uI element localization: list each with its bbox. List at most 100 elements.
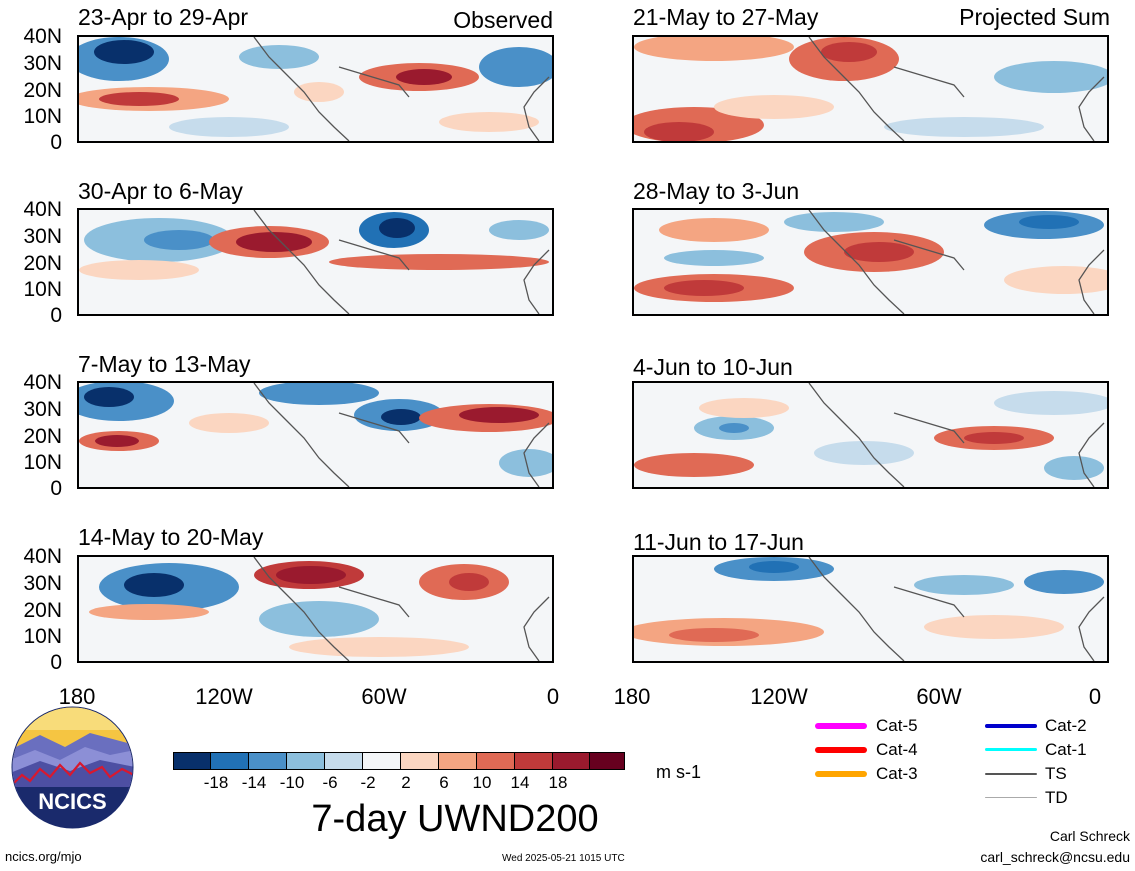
colorbar-tick: 6: [439, 773, 449, 792]
lat-label: 0: [50, 304, 62, 327]
panel-title: 14-May to 20-May: [78, 524, 264, 550]
lat-label: 10N: [23, 278, 62, 301]
lat-label: 40N: [23, 198, 62, 221]
legend-swatch: [815, 771, 867, 777]
legend-label: Cat-5: [876, 716, 918, 735]
colorbar-tick: -6: [322, 773, 338, 792]
colorbar-cell: [589, 752, 625, 770]
panel-title: 21-May to 27-May: [633, 4, 819, 30]
colorbar-cell: [286, 752, 325, 770]
lon-label: 60W: [916, 684, 962, 709]
legend-label: TS: [1045, 764, 1067, 783]
lon-label: 120W: [750, 684, 808, 709]
lon-label: 180: [58, 684, 96, 709]
legend-label: TD: [1045, 788, 1068, 807]
legend-label: Cat-2: [1045, 716, 1087, 735]
colorbar-tick: -2: [360, 773, 376, 792]
lat-label: 40N: [23, 545, 62, 568]
panel-title: 11-Jun to 17-Jun: [633, 529, 804, 555]
colorbar-tick: 14: [510, 773, 530, 792]
lat-label: 40N: [23, 25, 62, 48]
lat-label: 30N: [23, 52, 62, 75]
lon-label: 120W: [195, 684, 253, 709]
ncics-logo: NCICS: [10, 705, 135, 830]
footer-author: Carl Schreck: [1049, 828, 1130, 844]
colorbar-cell: [552, 752, 590, 770]
legend-swatch: [985, 773, 1037, 775]
panel-title: 30-Apr to 6-May: [78, 178, 243, 204]
lat-label: 10N: [23, 625, 62, 648]
lon-label: 0: [546, 684, 560, 709]
panel-title: 28-May to 3-Jun: [633, 178, 800, 204]
logo-text: NCICS: [38, 789, 106, 814]
colorbar-tick: 10: [472, 773, 492, 792]
colorbar: [173, 752, 625, 770]
lat-label: 10N: [23, 451, 62, 474]
map-panel: [77, 208, 554, 316]
lat-label: 0: [50, 131, 62, 154]
lat-label: 0: [50, 651, 62, 674]
colorbar-cell: [400, 752, 439, 770]
colorbar-cell: [210, 752, 249, 770]
figure-title: 7-day UWND200: [311, 798, 599, 840]
wind-field: [634, 557, 1105, 661]
lon-label: 60W: [361, 684, 407, 709]
lon-label: 180: [613, 684, 651, 709]
map-panel: [632, 381, 1109, 489]
map-panel: [77, 381, 554, 489]
footer-email: carl_schreck@ncsu.edu: [980, 849, 1130, 865]
lat-label: 40N: [23, 371, 62, 394]
lon-label: 0: [1088, 684, 1102, 709]
lat-label: 20N: [23, 79, 62, 102]
legend-swatch: [815, 747, 867, 753]
map-panel: [632, 208, 1109, 316]
panel-title: 23-Apr to 29-Apr: [78, 4, 249, 30]
map-panel: [632, 35, 1109, 143]
colorbar-cell: [438, 752, 477, 770]
panel-title: 7-May to 13-May: [78, 351, 251, 377]
colorbar-cell: [248, 752, 287, 770]
lat-label: 0: [50, 477, 62, 500]
colorbar-cell: [514, 752, 553, 770]
panel-corner-label: Projected Sum: [959, 4, 1110, 30]
colorbar-tick: 18: [548, 773, 568, 792]
lat-label: 20N: [23, 599, 62, 622]
colorbar-cell: [362, 752, 401, 770]
colorbar-tick: -18: [203, 773, 229, 792]
legend-swatch: [985, 797, 1037, 798]
legend-label: Cat-1: [1045, 740, 1087, 759]
colorbar-cell: [173, 752, 211, 770]
map-panel: [77, 35, 554, 143]
lat-label: 20N: [23, 425, 62, 448]
panel-corner-label: Observed: [453, 7, 553, 33]
wind-field: [89, 557, 550, 661]
ncics-logo-icon: NCICS: [11, 706, 134, 829]
footer-timestamp: Wed 2025-05-21 1015 UTC: [502, 853, 625, 864]
colorbar-cell: [324, 752, 363, 770]
wind-field: [79, 37, 552, 141]
map-panel: [77, 555, 554, 663]
lat-label: 20N: [23, 252, 62, 275]
lat-label: 30N: [23, 225, 62, 248]
legend-swatch: [985, 748, 1037, 751]
colorbar-tick: -14: [241, 773, 267, 792]
wind-field: [634, 37, 1107, 141]
wind-field: [79, 383, 552, 487]
lat-label: 30N: [23, 398, 62, 421]
footer-site: ncics.org/mjo: [5, 849, 82, 864]
legend-label: Cat-4: [876, 740, 918, 759]
wind-field: [79, 210, 550, 314]
wind-field: [634, 210, 1107, 314]
legend-swatch: [985, 724, 1037, 728]
colorbar-cell: [476, 752, 515, 770]
panel-title: 4-Jun to 10-Jun: [633, 354, 793, 380]
legend-label: Cat-3: [876, 764, 918, 783]
wind-field: [634, 383, 1107, 487]
lat-label: 10N: [23, 105, 62, 128]
legend-swatch: [815, 723, 867, 729]
colorbar-units: m s-1: [656, 762, 701, 782]
colorbar-tick: 2: [401, 773, 411, 792]
lat-label: 30N: [23, 572, 62, 595]
colorbar-tick: -10: [279, 773, 305, 792]
map-panel: [632, 555, 1109, 663]
